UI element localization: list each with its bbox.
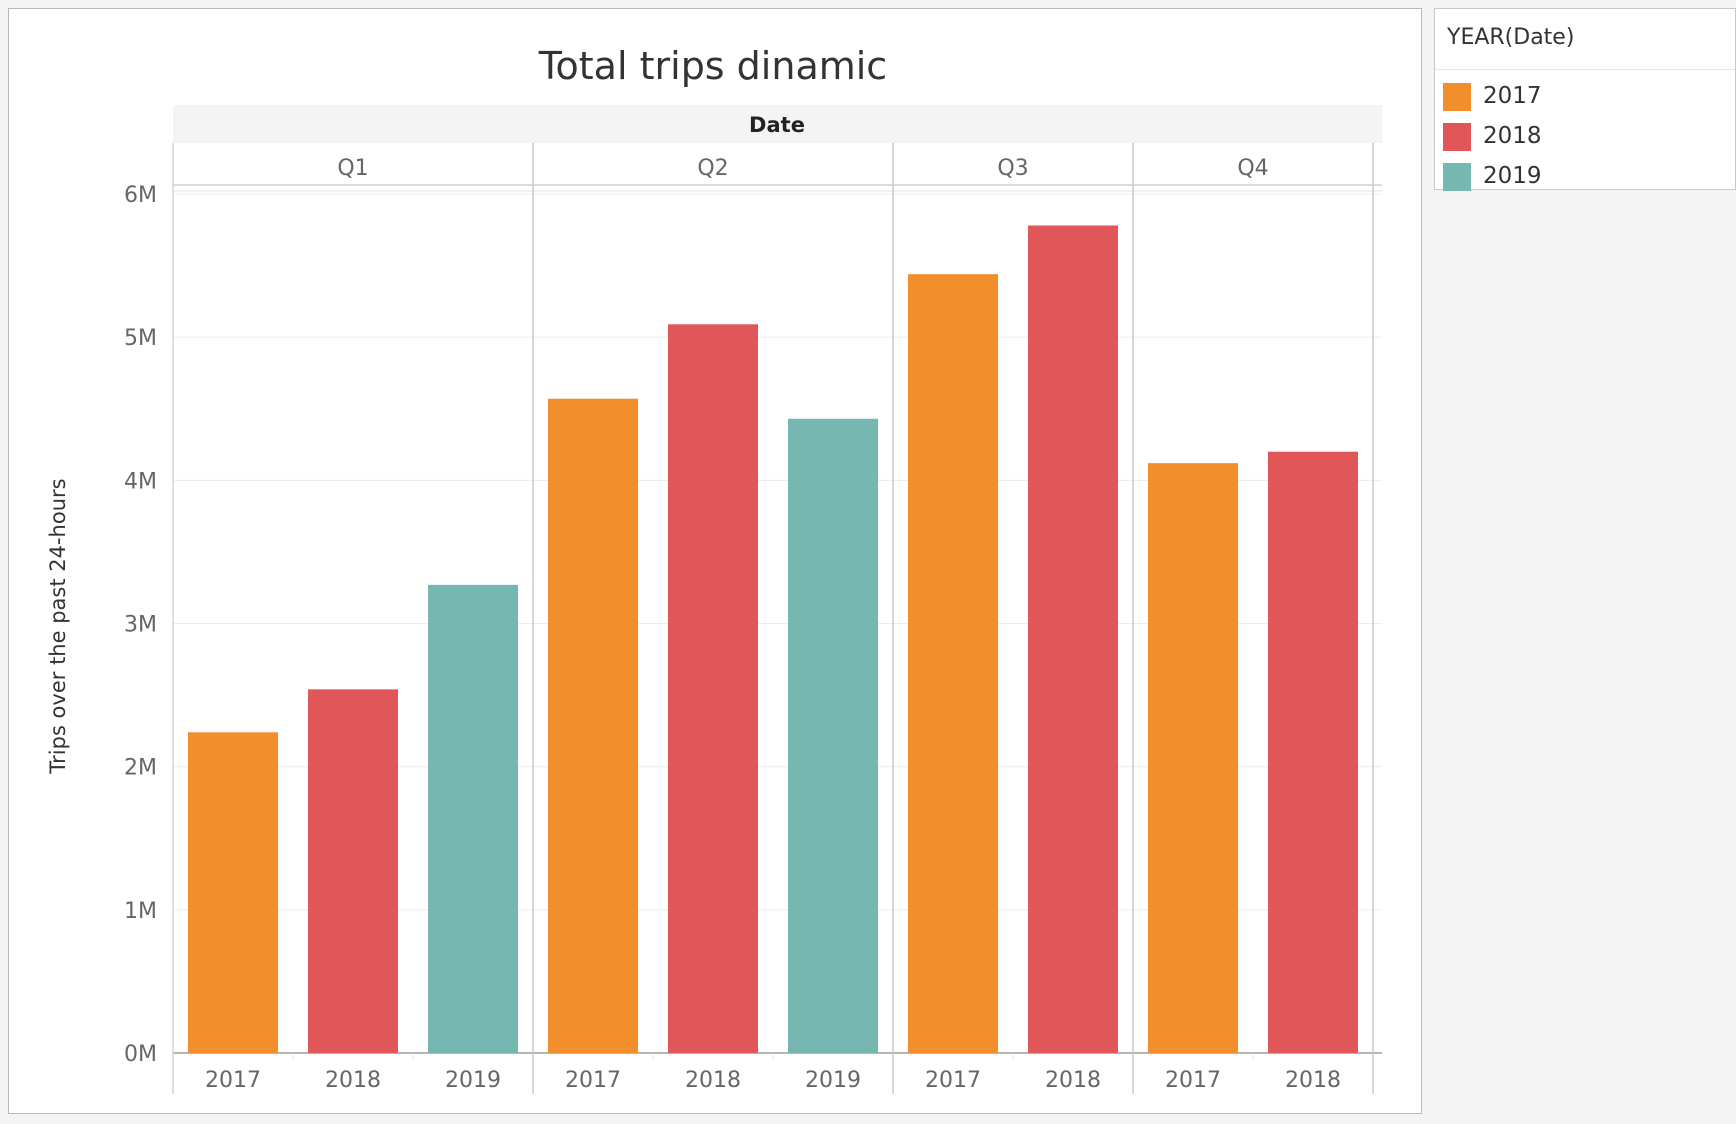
legend-divider [1435,69,1735,70]
y-tick-label: 4M [124,469,157,494]
year-tick-label: 2017 [1165,1068,1221,1093]
year-tick-label: 2017 [565,1068,621,1093]
y-tick-label: 5M [124,326,157,351]
year-tick-label: 2018 [685,1068,741,1093]
bar-q4-2017 [1148,463,1238,1053]
bar-q3-2017 [908,274,998,1053]
bar-q1-2017 [188,732,278,1053]
bar-q2-2017 [548,398,638,1053]
chart-title: Total trips dinamic [538,44,887,88]
year-tick-label: 2019 [805,1068,861,1093]
legend-swatch-2018 [1443,123,1471,151]
bar-q3-2018 [1028,225,1118,1053]
bars [188,225,1358,1053]
bar-q1-2018 [308,689,398,1053]
date-column-header: Date [749,113,805,137]
bar-q1-2019 [428,584,518,1053]
color-legend: YEAR(Date) 2017 2018 2019 [1434,8,1736,191]
year-tick-label: 2017 [925,1068,981,1093]
bar-q4-2018 [1268,451,1358,1053]
legend-title: YEAR(Date) [1447,25,1575,50]
y-tick-label: 1M [124,899,157,924]
year-tick-label: 2019 [445,1068,501,1093]
chart-panel: Total trips dinamic Date Trips over the … [8,8,1422,1114]
year-tick-label: 2018 [325,1068,381,1093]
bar-q2-2018 [668,324,758,1053]
legend-label-2017: 2017 [1483,83,1542,109]
quarter-label: Q2 [697,156,728,181]
year-tick-label: 2018 [1045,1068,1101,1093]
bar-q2-2019 [788,418,878,1053]
legend-label-2019: 2019 [1483,163,1542,189]
y-tick-label: 3M [124,613,157,638]
legend-label-2018: 2018 [1483,123,1542,149]
date-header-band [173,105,1382,143]
quarter-label: Q1 [337,156,368,181]
year-tick-label: 2018 [1285,1068,1341,1093]
year-tick-label: 2017 [205,1068,261,1093]
y-tick-label: 0M [124,1042,157,1067]
legend-swatch-2017 [1443,83,1471,111]
y-tick-label: 6M [124,183,157,208]
y-tick-label: 2M [124,756,157,781]
bar-chart: Total trips dinamic Date Trips over the … [46,44,1382,1094]
y-axis-label: Trips over the past 24-hours [46,478,70,774]
quarter-label: Q3 [997,156,1028,181]
quarter-label: Q4 [1237,156,1268,181]
legend-swatch-2019 [1443,163,1471,191]
axis-labels: 0M 1M 2M 3M 4M 5M 6M Q1 2017 2018 2019 Q2 2017 2018 20… [124,156,1341,1093]
